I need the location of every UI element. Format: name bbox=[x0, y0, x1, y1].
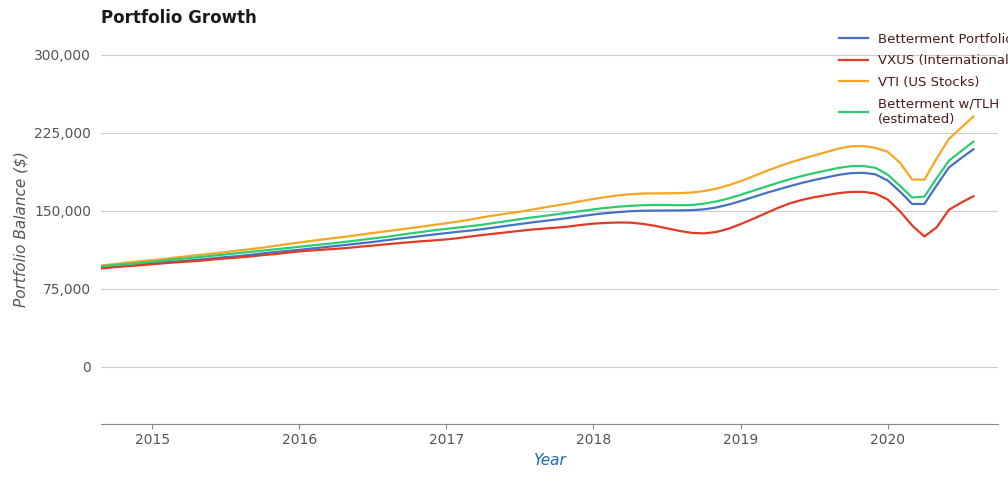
VXUS (International) bbox=[869, 190, 881, 196]
VTI (US Stocks) bbox=[0, 271, 11, 277]
Betterment w/TLH
(estimated) bbox=[624, 203, 636, 209]
Betterment Portfolio bbox=[661, 207, 673, 213]
VXUS (International) bbox=[624, 220, 636, 225]
VXUS (International) bbox=[857, 189, 869, 195]
VTI (US Stocks) bbox=[624, 191, 636, 197]
Y-axis label: Portfolio Balance ($): Portfolio Balance ($) bbox=[13, 151, 28, 307]
Betterment Portfolio bbox=[968, 147, 980, 152]
VXUS (International) bbox=[576, 222, 588, 228]
VTI (US Stocks) bbox=[576, 198, 588, 204]
Line: VTI (US Stocks): VTI (US Stocks) bbox=[5, 116, 974, 274]
VTI (US Stocks) bbox=[661, 190, 673, 196]
Betterment Portfolio bbox=[857, 170, 869, 176]
X-axis label: Year: Year bbox=[533, 453, 565, 468]
Betterment w/TLH
(estimated) bbox=[576, 208, 588, 214]
Betterment Portfolio bbox=[576, 213, 588, 219]
Line: VXUS (International): VXUS (International) bbox=[5, 192, 974, 275]
VXUS (International) bbox=[0, 272, 11, 278]
VTI (US Stocks) bbox=[588, 196, 600, 202]
Betterment w/TLH
(estimated) bbox=[428, 227, 440, 233]
VTI (US Stocks) bbox=[857, 143, 869, 149]
Line: Betterment Portfolio: Betterment Portfolio bbox=[5, 150, 974, 277]
Betterment w/TLH
(estimated) bbox=[661, 202, 673, 208]
Betterment Portfolio bbox=[0, 274, 11, 280]
Betterment w/TLH
(estimated) bbox=[588, 206, 600, 212]
Betterment Portfolio bbox=[428, 231, 440, 237]
Line: Betterment w/TLH
(estimated): Betterment w/TLH (estimated) bbox=[5, 142, 974, 275]
Betterment Portfolio bbox=[624, 208, 636, 214]
VXUS (International) bbox=[661, 225, 673, 231]
Betterment Portfolio bbox=[588, 211, 600, 217]
VXUS (International) bbox=[968, 193, 980, 199]
VTI (US Stocks) bbox=[968, 113, 980, 119]
Betterment w/TLH
(estimated) bbox=[0, 272, 11, 278]
Legend: Betterment Portfolio, VXUS (International), VTI (US Stocks), Betterment w/TLH
(e: Betterment Portfolio, VXUS (Internationa… bbox=[839, 33, 1008, 126]
VXUS (International) bbox=[588, 221, 600, 226]
Betterment w/TLH
(estimated) bbox=[968, 139, 980, 145]
VXUS (International) bbox=[428, 238, 440, 244]
VTI (US Stocks) bbox=[428, 222, 440, 228]
Text: Portfolio Growth: Portfolio Growth bbox=[101, 9, 257, 27]
Betterment w/TLH
(estimated) bbox=[857, 163, 869, 169]
